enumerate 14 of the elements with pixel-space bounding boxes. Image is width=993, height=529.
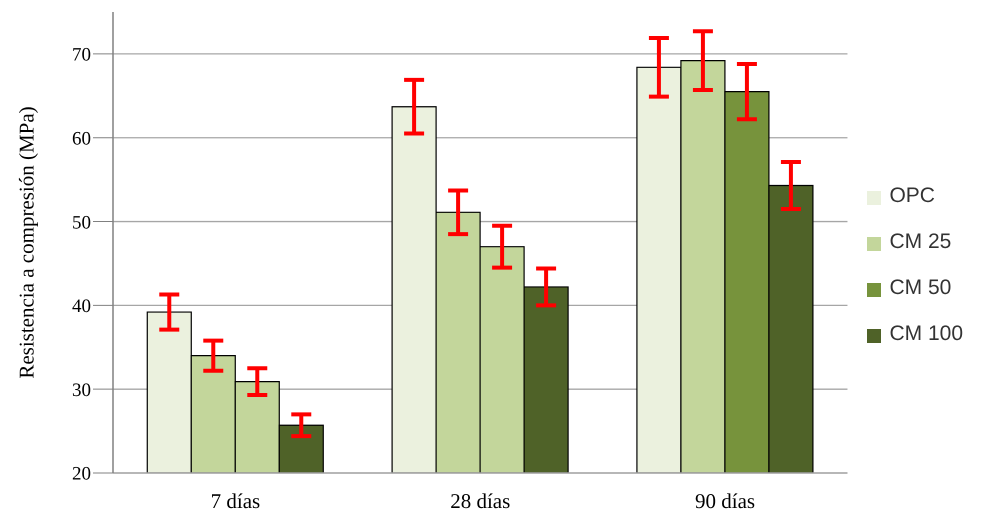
x-tick-label: 90 días [695,488,756,513]
legend-label: CM 25 [889,230,952,252]
x-tick-label: 28 días [450,488,510,513]
legend-label: OPC [889,184,935,206]
y-tick-label: 40 [72,296,91,318]
y-axis-title: Resistencia a compresión (MPa) [14,106,38,379]
y-tick-label: 50 [72,212,91,234]
legend-label: CM 100 [889,322,963,344]
y-tick-label: 20 [72,464,91,485]
y-tick-label: 30 [72,380,91,401]
y-tick-label: 60 [72,128,91,150]
x-tick-label: 7 días [210,488,260,513]
y-tick-label: 70 [72,44,91,66]
legend-label: CM 50 [889,276,952,298]
